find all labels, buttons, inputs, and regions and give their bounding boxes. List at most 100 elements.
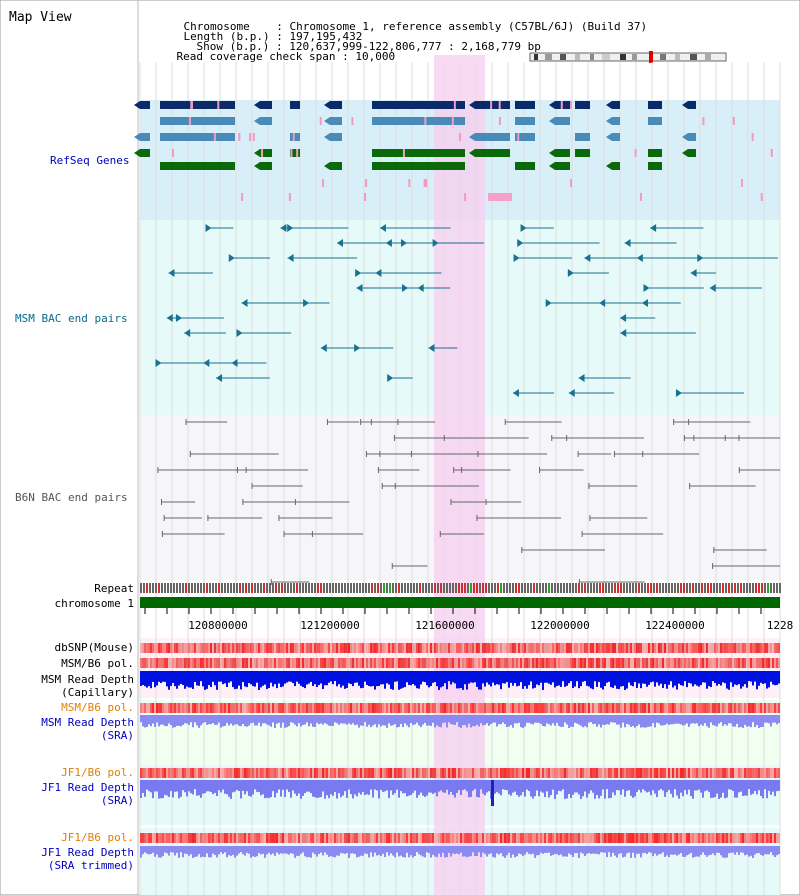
msm-b6-pol-heat — [474, 658, 476, 668]
msm-depth-sra-bar — [254, 715, 256, 726]
jf1-depth-trimmed-bar — [354, 846, 356, 854]
msm-depth-sra-bar — [534, 715, 536, 723]
msm-b6-pol-heat — [396, 658, 398, 668]
jf1-depth-trimmed-bar — [180, 846, 182, 853]
jf1-depth-sra-bar — [724, 780, 726, 799]
msm-depth-capillary-bar — [462, 671, 464, 690]
repeat-mark — [230, 583, 232, 593]
jf1-b6-pol-trimmed-heat — [504, 833, 506, 843]
jf1-depth-trimmed-bar — [466, 846, 468, 858]
dbsnp-heat — [204, 643, 206, 653]
msm-depth-capillary-bar — [504, 671, 506, 684]
repeat-mark — [377, 583, 379, 593]
jf1-depth-sra-bar — [728, 780, 730, 790]
msm-b6-pol-heat — [266, 658, 268, 668]
jf1-depth-trimmed-bar — [504, 846, 506, 858]
dbsnp-heat — [620, 643, 622, 653]
jf1-depth-sra-bar — [752, 780, 754, 794]
msm-depth-sra-bar — [232, 715, 234, 726]
msm-b6-pol-heat — [578, 658, 580, 668]
msm-depth-sra-bar — [448, 715, 450, 723]
msm-b6-pol-sra-heat — [708, 703, 710, 713]
jf1-depth-trimmed-bar — [230, 846, 232, 856]
msm-b6-pol-sra-heat — [240, 703, 242, 713]
gene-strand-arrow — [254, 162, 260, 170]
msm-b6-pol-sra-heat — [180, 703, 182, 713]
jf1-depth-trimmed-bar — [744, 846, 746, 856]
track-label-msm-bac[interactable]: MSM BAC end pairs — [15, 312, 128, 325]
msm-depth-sra-bar — [416, 715, 418, 723]
msm-b6-pol-heat — [494, 658, 496, 668]
gene-exon — [648, 101, 662, 109]
jf1-b6-pol-heat — [310, 768, 312, 778]
refseq-pink-marker — [702, 117, 705, 125]
msm-b6-pol-heat — [230, 658, 232, 668]
jf1-b6-pol-heat — [630, 768, 632, 778]
jf1-depth-trimmed-bar — [332, 846, 334, 857]
jf1-depth-trimmed-bar — [202, 846, 204, 857]
dbsnp-heat — [674, 643, 676, 653]
jf1-depth-trimmed-bar — [498, 846, 500, 855]
jf1-b6-pol-trimmed-heat — [516, 833, 518, 843]
jf1-depth-sra-bar — [762, 780, 764, 799]
gene-exon — [555, 117, 570, 125]
jf1-b6-pol-trimmed-heat — [158, 833, 160, 843]
jf1-b6-pol-trimmed-heat — [578, 833, 580, 843]
msm-depth-sra-bar — [720, 715, 722, 723]
msm-depth-capillary-bar — [636, 671, 638, 688]
refseq-pink-marker — [732, 117, 735, 125]
msm-b6-pol-heat — [448, 658, 450, 668]
jf1-depth-trimmed-bar — [210, 846, 212, 858]
jf1-b6-pol-heat — [666, 768, 668, 778]
msm-depth-capillary-bar — [606, 671, 608, 683]
repeat-mark — [611, 583, 613, 593]
jf1-b6-pol-trimmed-heat — [190, 833, 192, 843]
jf1-b6-pol-trimmed-heat — [736, 833, 738, 843]
msm-b6-pol-sra-heat — [716, 703, 718, 713]
msm-b6-pol-heat — [430, 658, 432, 668]
jf1-depth-sra-bar — [538, 780, 540, 797]
msm-b6-pol-sra-heat — [594, 703, 596, 713]
msm-depth-sra-bar — [500, 715, 502, 725]
msm-depth-capillary-bar — [706, 671, 708, 689]
msm-depth-capillary-bar — [510, 671, 512, 683]
refseq-pink-marker — [351, 117, 354, 125]
jf1-depth-sra-bar — [330, 780, 332, 795]
track-label-jf1-depth-trimmed: JF1 Read Depth (SRA trimmed) — [41, 846, 134, 872]
track-label-refseq[interactable]: RefSeq Genes — [50, 154, 130, 167]
gene-strand-arrow — [134, 101, 140, 109]
jf1-b6-pol-heat — [694, 768, 696, 778]
msm-b6-pol-heat — [364, 658, 366, 668]
msm-b6-pol-sra-heat — [602, 703, 604, 713]
msm-b6-pol-heat — [424, 658, 426, 668]
msm-depth-sra-bar — [490, 715, 492, 725]
jf1-b6-pol-heat — [652, 768, 654, 778]
jf1-b6-pol-trimmed-heat — [642, 833, 644, 843]
repeat-mark — [542, 583, 544, 593]
jf1-b6-pol-heat — [604, 768, 606, 778]
msm-depth-sra-bar — [718, 715, 720, 724]
dbsnp-heat — [712, 643, 714, 653]
msm-b6-pol-heat — [348, 658, 350, 668]
repeat-mark — [470, 583, 472, 593]
msm-depth-sra-bar — [550, 715, 552, 726]
repeat-mark — [530, 583, 532, 593]
jf1-depth-trimmed-bar — [204, 846, 206, 858]
jf1-depth-sra-bar — [288, 780, 290, 793]
msm-depth-sra-bar — [648, 715, 650, 727]
jf1-b6-pol-trimmed-heat — [168, 833, 170, 843]
msm-depth-capillary-bar — [152, 671, 154, 682]
msm-b6-pol-heat — [256, 658, 258, 668]
jf1-depth-sra-bar — [194, 780, 196, 790]
jf1-b6-pol-trimmed-heat — [282, 833, 284, 843]
dbsnp-heat — [662, 643, 664, 653]
msm-depth-sra-bar — [528, 715, 530, 723]
msm-b6-pol-sra-heat — [488, 703, 490, 713]
track-label-b6n-bac[interactable]: B6N BAC end pairs — [15, 491, 128, 504]
jf1-depth-sra-bar — [722, 780, 724, 793]
jf1-depth-trimmed-bar — [308, 846, 310, 857]
dbsnp-heat — [446, 643, 448, 653]
msm-b6-pol-sra-heat — [658, 703, 660, 713]
jf1-b6-pol-heat — [548, 768, 550, 778]
msm-bac-end — [697, 254, 704, 262]
